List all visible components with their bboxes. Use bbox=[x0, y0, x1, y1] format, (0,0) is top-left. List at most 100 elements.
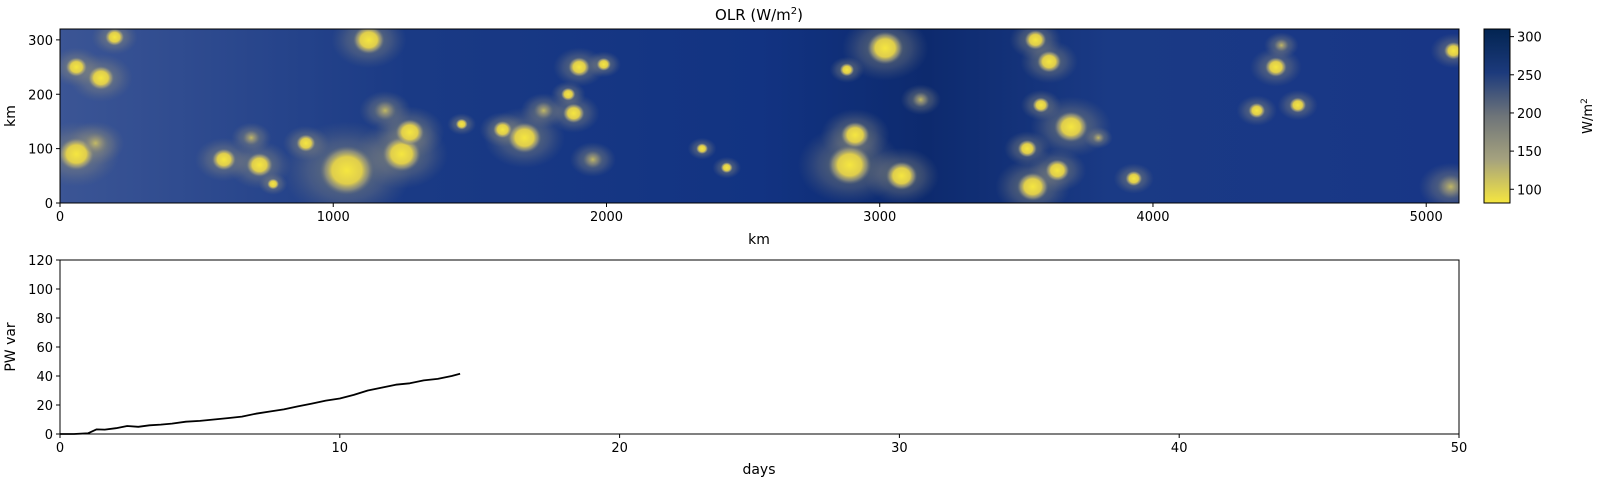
colorbar-tick-label: 300 bbox=[1517, 31, 1542, 46]
convective-cell bbox=[568, 57, 590, 77]
line-x-label: days bbox=[742, 462, 775, 478]
heatmap-x-tick-label: 3000 bbox=[863, 210, 896, 225]
line-x-tick-label: 30 bbox=[891, 441, 908, 456]
convective-cell bbox=[828, 145, 872, 185]
convective-cell bbox=[395, 119, 425, 146]
line-x-tick-label: 10 bbox=[332, 441, 349, 456]
line-y-tick-label: 20 bbox=[36, 399, 53, 414]
heatmap-y-tick-label: 200 bbox=[28, 88, 53, 103]
heatmap-y-label: km bbox=[3, 105, 19, 127]
colorbar-tick-label: 200 bbox=[1517, 107, 1542, 122]
pw-var-panel: 0 10 20 30 40 50 0 20 40 60 80 100 120 days PW var bbox=[3, 254, 1467, 478]
line-plot-frame bbox=[59, 259, 1460, 435]
heatmap-y-axis: 0 100 200 300 bbox=[28, 34, 60, 212]
convective-cell bbox=[596, 57, 611, 71]
convective-cell bbox=[87, 65, 115, 90]
convective-cell bbox=[1037, 50, 1062, 73]
heatmap-x-tick-label: 5000 bbox=[1410, 210, 1443, 225]
colorbar-label: W/m2 bbox=[1580, 98, 1596, 134]
heatmap-title-sup: 2 bbox=[791, 6, 797, 17]
convective-cell bbox=[562, 103, 585, 124]
convective-cell bbox=[105, 29, 125, 46]
convective-cell bbox=[246, 152, 273, 177]
convective-cell bbox=[1437, 174, 1459, 199]
colorbar: 100 150 200 250 300 W/m2 bbox=[1483, 28, 1596, 204]
convective-cell bbox=[1032, 97, 1050, 113]
convective-cell bbox=[840, 121, 870, 149]
line-y-tick-label: 100 bbox=[28, 283, 53, 298]
convective-cell bbox=[1054, 111, 1088, 143]
convective-cell bbox=[1443, 42, 1459, 60]
heatmap-x-tick-label: 1000 bbox=[317, 210, 350, 225]
colorbar-tick-label: 100 bbox=[1517, 183, 1542, 198]
convective-cell bbox=[319, 145, 374, 195]
heatmap-title-main: OLR (W/m bbox=[715, 6, 791, 24]
line-y-tick-label: 80 bbox=[36, 312, 53, 327]
convective-cell bbox=[211, 148, 236, 171]
heatmap-title: OLR (W/m2) bbox=[715, 6, 803, 24]
convective-cell bbox=[561, 87, 576, 101]
line-y-label: PW var bbox=[3, 322, 19, 372]
pw-var-series-line bbox=[60, 372, 461, 435]
line-y-tick-label: 40 bbox=[36, 370, 53, 385]
heatmap-x-axis: 0 1000 2000 3000 4000 5000 bbox=[56, 203, 1443, 225]
convective-cell bbox=[1017, 139, 1037, 158]
convective-cell bbox=[1248, 102, 1266, 119]
heatmap-title-close: ) bbox=[797, 6, 803, 24]
convective-cell bbox=[353, 29, 385, 55]
colorbar-tick-label: 150 bbox=[1517, 145, 1542, 160]
colorbar-fill bbox=[1484, 29, 1510, 203]
line-y-tick-label: 60 bbox=[36, 341, 53, 356]
heatmap-cell-layer bbox=[60, 29, 1459, 201]
convective-cell bbox=[696, 143, 709, 155]
heatmap-x-tick-label: 2000 bbox=[590, 210, 623, 225]
convective-cell bbox=[242, 130, 260, 146]
convective-cell bbox=[1265, 57, 1287, 77]
heatmap-frame bbox=[59, 28, 1460, 204]
line-y-axis: 0 20 40 60 80 100 120 bbox=[28, 254, 60, 443]
heatmap-x-label: km bbox=[748, 232, 770, 248]
colorbar-label-main: W/m bbox=[1581, 104, 1596, 134]
convective-cell bbox=[296, 134, 316, 152]
convective-cell bbox=[267, 178, 280, 190]
line-y-tick-label: 120 bbox=[28, 254, 53, 269]
convective-cell bbox=[1125, 170, 1143, 187]
convective-cell bbox=[583, 150, 603, 169]
convective-cell bbox=[65, 57, 88, 77]
olr-heatmap-panel: OLR (W/m2) 0 1000 2000 3000 4000 5000 0100200… bbox=[3, 6, 1596, 248]
colorbar-label-sup: 2 bbox=[1580, 98, 1590, 104]
line-x-tick-label: 20 bbox=[611, 441, 628, 456]
heatmap-y-tick-label: 100 bbox=[28, 143, 53, 158]
convective-cell bbox=[867, 31, 904, 65]
convective-cell bbox=[1274, 38, 1289, 52]
line-x-tick-label: 50 bbox=[1451, 441, 1468, 456]
convective-cell bbox=[1289, 97, 1307, 113]
convective-cell bbox=[1024, 30, 1047, 50]
convective-cell bbox=[534, 101, 554, 120]
convective-cell bbox=[374, 100, 396, 121]
heatmap-x-tick-label: 4000 bbox=[1136, 210, 1169, 225]
convective-cell bbox=[720, 162, 733, 174]
convective-cell bbox=[83, 132, 108, 155]
convective-cell bbox=[885, 161, 918, 190]
convective-cell bbox=[839, 63, 855, 77]
convective-cell bbox=[455, 118, 468, 130]
heatmap-y-tick-label: 0 bbox=[45, 197, 53, 212]
colorbar-frame bbox=[1483, 28, 1511, 204]
convective-cell bbox=[912, 92, 930, 108]
line-y-tick-label: 0 bbox=[45, 428, 53, 443]
colorbar-tick-label: 250 bbox=[1517, 69, 1542, 84]
line-x-axis: 0 10 20 30 40 50 bbox=[56, 434, 1467, 456]
colorbar-ticks: 100 150 200 250 300 bbox=[1510, 31, 1542, 198]
convective-cell bbox=[507, 122, 542, 153]
convective-cell bbox=[382, 136, 421, 172]
convective-cell bbox=[1092, 132, 1105, 144]
heatmap-x-tick-label: 0 bbox=[56, 210, 64, 225]
heatmap-y-tick-label: 300 bbox=[28, 34, 53, 49]
convective-cell bbox=[493, 120, 513, 139]
line-x-tick-label: 0 bbox=[56, 441, 64, 456]
convective-cell bbox=[1045, 159, 1070, 182]
convective-cell bbox=[1017, 172, 1049, 201]
line-x-tick-label: 40 bbox=[1171, 441, 1188, 456]
